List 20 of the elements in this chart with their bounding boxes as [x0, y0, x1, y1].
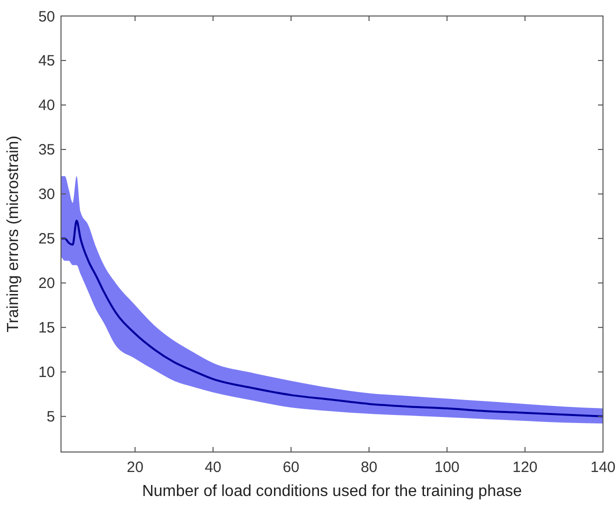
y-tick-label: 30 — [38, 186, 55, 204]
x-tick-label: 80 — [360, 459, 378, 476]
y-tick-label: 50 — [38, 8, 55, 26]
y-tick-label: 35 — [38, 142, 55, 159]
y-tick-label: 20 — [38, 275, 55, 292]
y-tick-label: 5 — [46, 408, 55, 426]
x-axis-title: Number of load conditions used for the training phase — [142, 483, 522, 500]
x-tick-label: 60 — [282, 459, 300, 476]
x-tick-label: 140 — [590, 459, 615, 476]
x-tick-label: 100 — [434, 459, 460, 476]
y-tick-label: 40 — [38, 97, 55, 114]
y-tick-label: 15 — [38, 320, 55, 337]
line-series — [61, 220, 603, 418]
x-tick-label: 120 — [512, 459, 538, 476]
y-tick-label: 45 — [38, 52, 55, 70]
y-tick-label: 10 — [38, 364, 55, 382]
y-tick-label: 25 — [38, 230, 55, 248]
x-tick-label: 20 — [126, 459, 144, 476]
y-axis-title: Training errors (microstrain) — [5, 136, 22, 332]
x-tick-label: 40 — [204, 459, 222, 476]
